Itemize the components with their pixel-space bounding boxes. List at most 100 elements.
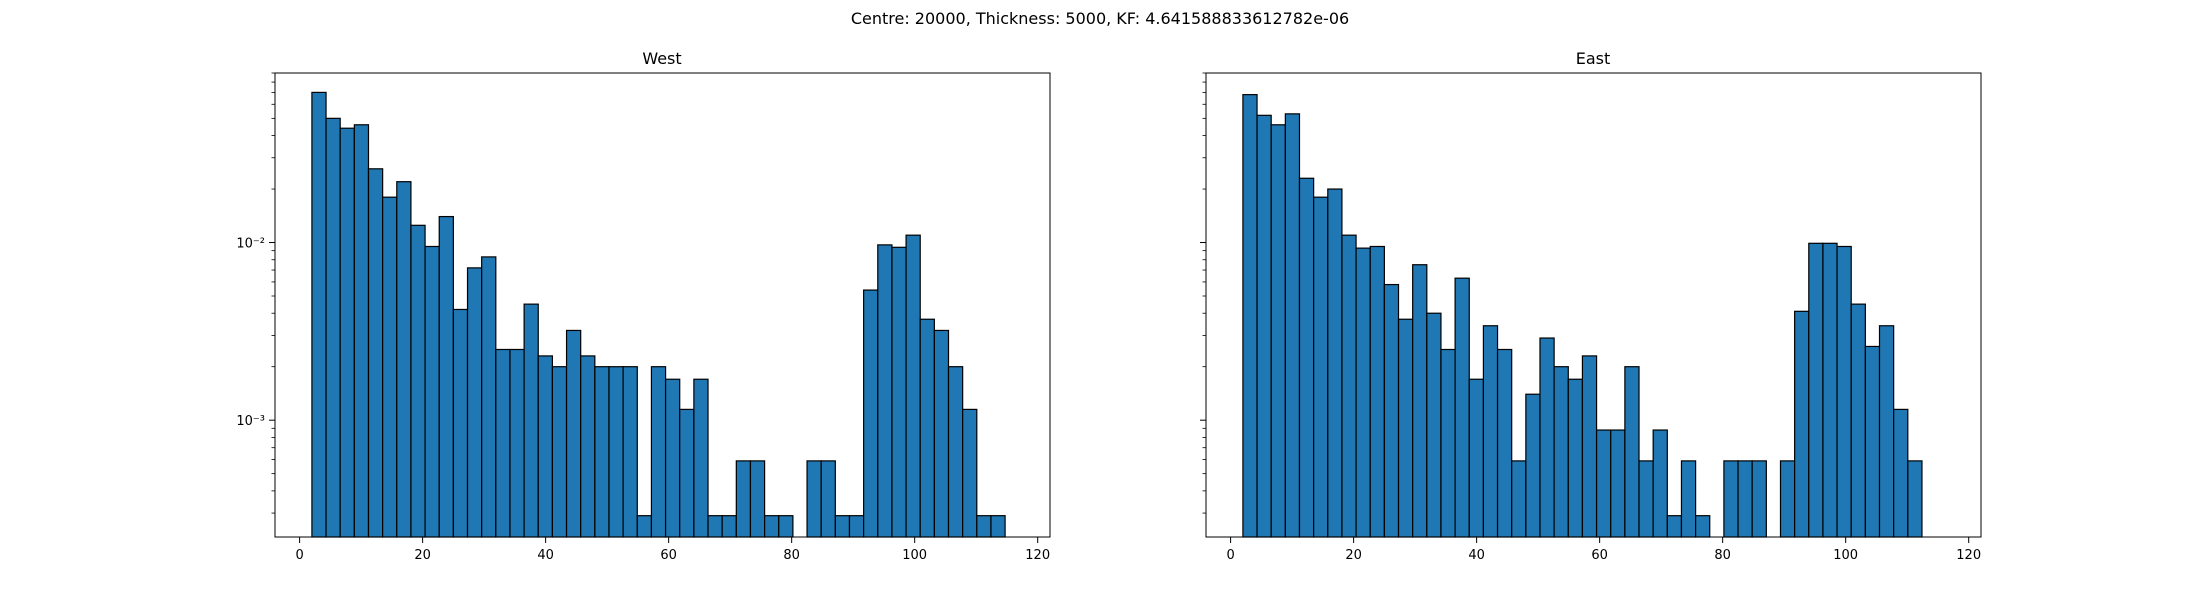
histogram-bar-east-9 (1369, 245, 1385, 538)
histogram-bar-east-3 (1284, 113, 1301, 538)
histogram-bar-east-22 (1553, 366, 1569, 538)
y-tick-label-west-1: 10⁻² (236, 237, 265, 252)
histogram-bar-east-0 (1242, 94, 1258, 538)
histogram-bar-west-9 (438, 215, 454, 538)
histogram-bar-east-2 (1270, 124, 1286, 538)
histogram-bar-east-36 (1751, 460, 1767, 538)
histogram-bar-west-22 (622, 366, 638, 538)
histogram-bar-west-21 (608, 366, 624, 538)
x-tick-label-east-5: 100 (1833, 548, 1858, 563)
histogram-bar-west-33 (778, 515, 794, 538)
histogram-bar-east-1 (1256, 114, 1272, 538)
histogram-bar-west-4 (367, 168, 384, 538)
histogram-bar-east-35 (1737, 460, 1753, 538)
histogram-bar-east-40 (1808, 242, 1824, 538)
x-tick-label-west-4: 80 (783, 548, 800, 563)
panel-title-east: East (1576, 49, 1611, 68)
histogram-bar-east-41 (1822, 242, 1838, 538)
histogram-bar-west-42 (905, 234, 921, 538)
histogram-bar-west-5 (382, 196, 398, 538)
histogram-bar-east-28 (1638, 460, 1654, 538)
histogram-bar-west-30 (735, 460, 752, 538)
histogram-bar-west-3 (353, 124, 370, 538)
histogram-bar-east-7 (1341, 234, 1357, 538)
bars-west (311, 91, 1006, 538)
histogram-bar-west-43 (919, 318, 935, 538)
histogram-bar-east-14 (1440, 348, 1456, 538)
bars-east (1242, 94, 1923, 538)
histogram-bar-west-11 (466, 267, 483, 538)
histogram-bar-west-38 (848, 515, 865, 538)
histogram-bar-east-10 (1383, 283, 1400, 538)
histogram-bar-east-39 (1794, 310, 1810, 538)
histogram-bar-west-19 (580, 355, 596, 538)
x-tick-label-west-5: 100 (902, 548, 927, 563)
histogram-bar-west-18 (565, 329, 582, 538)
panel-west: West 10⁻³ 10⁻² 0 20 40 60 80 100 120 (236, 49, 1051, 563)
histogram-bar-west-32 (764, 515, 780, 538)
histogram-bar-west-36 (820, 460, 836, 538)
histogram-bar-east-30 (1666, 515, 1683, 538)
histogram-bar-east-19 (1511, 460, 1527, 538)
histogram-bar-east-15 (1454, 277, 1470, 538)
histogram-bar-east-45 (1878, 325, 1895, 538)
panel-east: East 0 20 40 60 80 100 120 (1200, 49, 1982, 563)
y-axis-west: 10⁻³ 10⁻² (236, 72, 275, 514)
histogram-bar-west-12 (481, 256, 497, 538)
x-tick-label-west-1: 20 (414, 548, 431, 563)
y-tick-label-west-0: 10⁻³ (236, 414, 265, 429)
panel-title-west: West (642, 49, 681, 68)
histogram-bar-east-25 (1595, 429, 1612, 538)
y-axis-east (1200, 72, 1206, 514)
histogram-bar-west-31 (749, 460, 766, 538)
x-tick-label-east-1: 20 (1345, 548, 1362, 563)
plot-frame-east (1205, 72, 1982, 538)
histogram-bar-east-34 (1723, 460, 1739, 538)
figure-suptitle: Centre: 20000, Thickness: 5000, KF: 4.64… (851, 9, 1349, 28)
histogram-bar-west-47 (976, 515, 992, 538)
x-tick-label-east-0: 0 (1226, 548, 1234, 563)
histogram-bar-west-2 (339, 127, 355, 538)
histogram-bar-east-13 (1426, 312, 1442, 538)
histogram-bar-west-7 (410, 224, 426, 538)
histogram-bar-east-17 (1482, 325, 1499, 538)
histogram-bar-east-42 (1836, 245, 1852, 538)
x-tick-label-west-3: 60 (660, 548, 677, 563)
histogram-bar-east-8 (1355, 247, 1371, 538)
x-axis-east: 0 20 40 60 80 100 120 (1226, 537, 1981, 563)
histogram-bar-west-23 (636, 515, 653, 538)
histogram-bar-west-15 (523, 303, 539, 538)
histogram-bar-east-31 (1680, 460, 1697, 538)
histogram-bar-west-17 (551, 366, 568, 538)
histogram-bar-west-14 (509, 348, 525, 538)
histogram-bar-west-40 (877, 244, 893, 538)
histogram-bar-west-0 (311, 91, 327, 538)
histogram-bar-east-47 (1907, 460, 1923, 538)
histogram-bar-west-10 (452, 308, 469, 538)
histogram-bar-west-6 (396, 181, 412, 538)
x-tick-label-west-2: 40 (537, 548, 554, 563)
histogram-bar-east-29 (1652, 429, 1668, 538)
histogram-bar-east-46 (1893, 408, 1909, 538)
histogram-bar-west-16 (537, 355, 554, 538)
histogram-bar-west-41 (891, 246, 907, 538)
histogram-bar-west-27 (693, 378, 709, 538)
histogram-bar-east-43 (1850, 303, 1866, 538)
histogram-bar-west-1 (325, 117, 341, 538)
histogram-bar-east-6 (1327, 188, 1343, 538)
histogram-bar-west-48 (990, 515, 1006, 538)
x-tick-label-east-6: 120 (1956, 548, 1981, 563)
histogram-bar-west-46 (962, 408, 978, 538)
histogram-bar-west-8 (424, 245, 440, 538)
histogram-bar-west-24 (650, 366, 667, 538)
histogram-bar-west-26 (679, 408, 695, 538)
plot-frame-west (274, 72, 1051, 538)
histogram-bar-east-12 (1412, 264, 1428, 538)
histogram-bar-west-13 (495, 348, 511, 538)
x-tick-label-west-0: 0 (295, 548, 303, 563)
histogram-bar-west-28 (707, 515, 723, 538)
x-tick-label-east-2: 40 (1468, 548, 1485, 563)
histogram-bar-west-29 (721, 515, 737, 538)
histogram-bar-west-25 (664, 378, 681, 538)
